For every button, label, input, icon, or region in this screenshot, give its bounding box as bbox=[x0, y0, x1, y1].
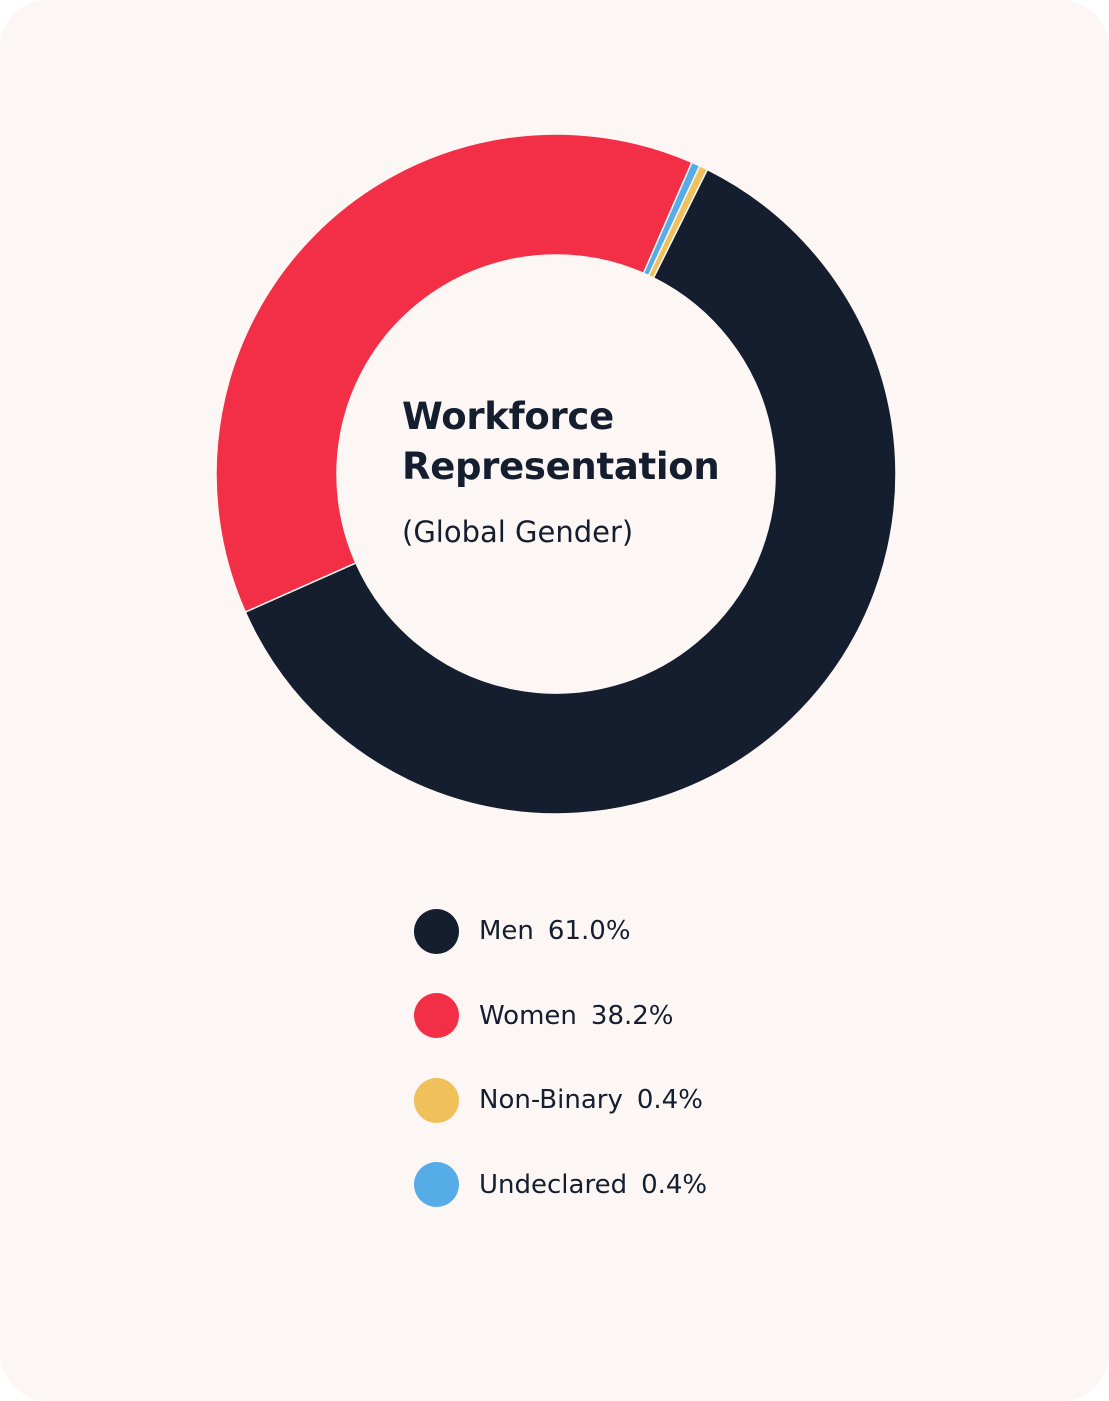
legend-swatch-women bbox=[414, 993, 459, 1038]
legend-label-undeclared: Undeclared bbox=[479, 1169, 628, 1200]
legend-item-non-binary: Non-Binary 0.4% bbox=[414, 1077, 707, 1123]
slice-women bbox=[215, 133, 693, 614]
legend-item-men: Men 61.0% bbox=[414, 908, 707, 954]
legend-swatch-undeclared bbox=[414, 1162, 459, 1207]
chart-title-line-2: Representation bbox=[402, 445, 720, 488]
chart-title-line-1: Workforce bbox=[402, 395, 614, 438]
legend-item-women: Women 38.2% bbox=[414, 993, 707, 1038]
legend-value-men: 61.0% bbox=[547, 916, 631, 946]
legend-swatch-non-binary bbox=[414, 1077, 459, 1123]
donut-chart bbox=[215, 133, 897, 815]
legend-value-women: 38.2% bbox=[590, 1000, 674, 1031]
chart-legend: Men 61.0% Women 38.2% Non-Binary 0.4% Un… bbox=[414, 908, 708, 1247]
legend-item-undeclared: Undeclared 0.4% bbox=[414, 1162, 708, 1207]
slice-men bbox=[244, 168, 897, 815]
legend-label-women: Women bbox=[479, 1000, 577, 1031]
chart-title: Workforce Representation bbox=[402, 392, 742, 492]
legend-value-undeclared: 0.4% bbox=[641, 1169, 708, 1200]
chart-subtitle: (Global Gender) bbox=[402, 515, 634, 549]
legend-label-non-binary: Non-Binary bbox=[479, 1085, 623, 1115]
legend-label-men: Men bbox=[479, 916, 534, 946]
legend-swatch-men bbox=[414, 908, 459, 954]
slice-undeclared bbox=[642, 161, 701, 277]
legend-value-non-binary: 0.4% bbox=[636, 1085, 703, 1115]
